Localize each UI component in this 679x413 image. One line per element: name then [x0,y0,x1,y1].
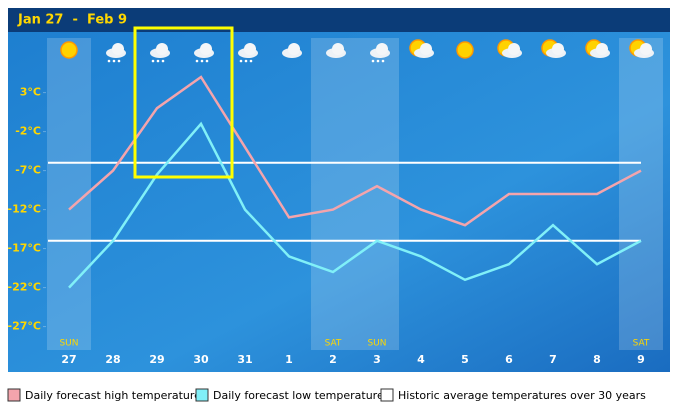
cloud [508,43,520,55]
snowflake [151,59,155,63]
snowflake [156,59,160,63]
temperature-line [68,121,642,289]
chart-title: Jan 27 - Feb 9 [17,13,127,28]
weather-icon [497,39,522,58]
legend-swatch [380,388,394,402]
weekday-label: SAT [325,339,342,349]
snowflake [381,59,385,63]
weather-icon [456,41,474,59]
cloud [376,43,388,55]
y-tick-label: -2°C [15,125,41,138]
weather-icon [194,43,214,63]
header-bar [8,8,670,32]
cloud [288,43,300,55]
weather-icon [150,43,170,63]
snowflake [117,59,121,63]
weekday-label: SUN [367,339,386,349]
snowflake [205,59,209,63]
x-tick-label: 1 [285,353,293,366]
legend-label: Historic average temperatures over 30 ye… [398,389,646,402]
snowflake [249,59,253,63]
weather-icon [106,43,126,63]
temperature-line [68,75,642,227]
x-tick-label: 9 [637,353,645,366]
x-tick-label: 6 [505,353,513,366]
x-tick-label: 8 [593,353,601,366]
weather-icon [326,43,346,58]
legend-swatch [7,388,21,402]
cloud [420,43,432,55]
cloud [200,43,212,55]
x-tick-label: 27 [61,353,76,366]
weather-icon [282,43,302,58]
legend-label: Daily forecast low temperatures [213,389,390,402]
cloud [640,43,652,55]
snowflake [239,59,243,63]
x-tick-label: 3 [373,353,381,366]
weekday-label: SAT [633,339,650,349]
plot-background [8,32,670,372]
x-tick-label: 7 [549,353,557,366]
cloud [156,43,168,55]
snowflake [112,59,116,63]
snowflake [200,59,204,63]
snowflake [195,59,199,63]
cloud [552,43,564,55]
weekday-label: SUN [59,339,78,349]
cloud [244,43,256,55]
snowflake [376,59,380,63]
cloud [332,43,344,55]
weather-icon [585,39,610,58]
x-tick-label: 4 [417,353,425,366]
weather-icon [541,39,566,58]
snowflake [161,59,165,63]
cloud [112,43,124,55]
y-tick-label: -22°C [8,281,41,294]
weather-icon [60,41,78,59]
weekend-column [47,38,91,350]
weather-icon [238,43,258,63]
weather-icon [629,39,654,58]
weather-icon [370,43,390,63]
y-tick-label: -17°C [8,242,41,255]
weekend-column [619,38,663,350]
y-tick-label: -12°C [8,203,41,216]
sun [456,41,474,59]
cloud [596,43,608,55]
highlight-box [133,26,234,179]
y-tick-label: -27°C [8,320,41,333]
legend-label: Daily forecast high temperatures [25,389,207,402]
x-tick-label: 2 [329,353,337,366]
snowflake [371,59,375,63]
snowflake [244,59,248,63]
sun [60,41,78,59]
x-tick-label: 5 [461,353,469,366]
weekend-column [311,38,355,350]
snowflake [107,59,111,63]
x-tick-label: 30 [193,353,209,366]
legend-swatch [195,388,209,402]
y-tick-label: 3°C [20,86,41,99]
x-tick-label: 31 [237,353,252,366]
x-tick-label: 29 [149,353,164,366]
x-tick-label: 28 [105,353,120,366]
y-tick-label: -7°C [15,164,41,177]
weather-icon [409,39,434,58]
